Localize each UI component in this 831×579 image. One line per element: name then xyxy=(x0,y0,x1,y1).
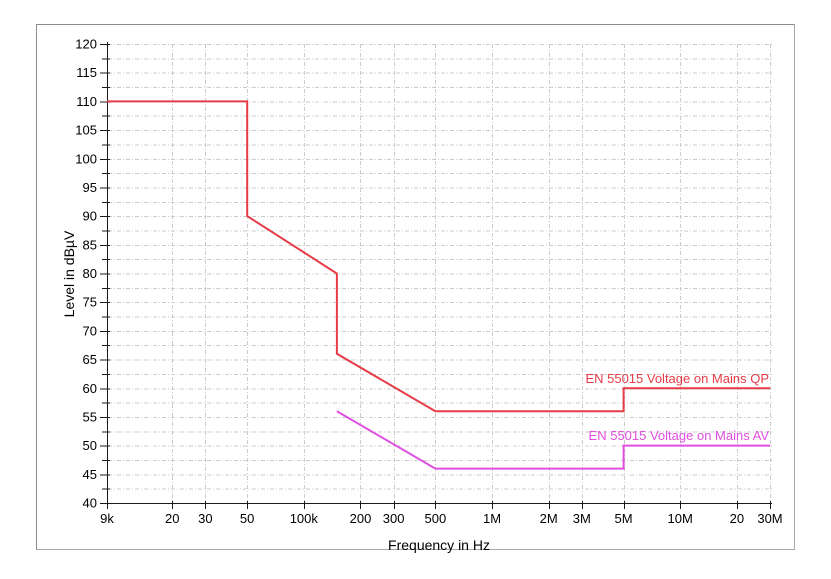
x-tick-label: 3M xyxy=(573,511,591,526)
x-tick-label: 200 xyxy=(350,511,372,526)
x-tick-label: 500 xyxy=(425,511,447,526)
x-tick-label: 10M xyxy=(668,511,693,526)
y-tick-label: 40 xyxy=(83,496,97,511)
x-tick-label: 30 xyxy=(198,511,212,526)
y-tick-label: 85 xyxy=(83,237,97,252)
y-tick-label: 105 xyxy=(75,123,97,138)
y-tick-label: 80 xyxy=(83,266,97,281)
x-tick-label: 30M xyxy=(757,511,782,526)
x-tick-label: 1M xyxy=(483,511,501,526)
tick-labels-group: 40 45 50 55 60 65 70 75 80 85 90 95 100 105 110 115 120 9… xyxy=(75,37,782,527)
series-label-av: EN 55015 Voltage on Mains AV xyxy=(588,428,769,443)
y-tick-label: 90 xyxy=(83,209,97,224)
x-tick-label: 20 xyxy=(730,511,744,526)
y-tick-label: 115 xyxy=(76,65,97,80)
grid-group xyxy=(108,44,772,503)
y-tick-label: 70 xyxy=(83,323,97,338)
x-tick-label: 5M xyxy=(615,511,633,526)
y-tick-label: 45 xyxy=(83,467,97,482)
x-tick-label: 50 xyxy=(240,511,254,526)
y-tick-label: 55 xyxy=(83,409,97,424)
chart-panel: 40 45 50 55 60 65 70 75 80 85 90 95 100 105 110 115 120 9… xyxy=(36,24,795,553)
series-line-qp xyxy=(107,100,770,413)
series-label-qp: EN 55015 Voltage on Mains QP xyxy=(585,371,769,386)
x-tick-label: 100k xyxy=(290,511,319,526)
y-tick-label: 95 xyxy=(83,180,97,195)
y-tick-label: 60 xyxy=(83,381,97,396)
series-line-av xyxy=(336,410,770,470)
y-tick-label: 50 xyxy=(83,438,97,453)
x-tick-label: 20 xyxy=(165,511,179,526)
x-tick-label: 9k xyxy=(100,511,114,526)
y-tick-label: 100 xyxy=(75,151,97,166)
limit-chart-canvas: 40 45 50 55 60 65 70 75 80 85 90 95 100 105 110 115 120 9… xyxy=(75,37,782,527)
x-tick-label: 2M xyxy=(540,511,558,526)
y-tick-label: 65 xyxy=(83,352,97,367)
y-tick-label: 75 xyxy=(83,295,97,310)
axes-group xyxy=(100,42,772,509)
y-tick-label: 110 xyxy=(76,94,97,109)
y-axis-title: Level in dBµV xyxy=(61,230,77,318)
x-tick-label: 300 xyxy=(383,511,405,526)
y-tick-label: 120 xyxy=(75,37,97,52)
x-axis-title: Frequency in Hz xyxy=(388,537,490,553)
